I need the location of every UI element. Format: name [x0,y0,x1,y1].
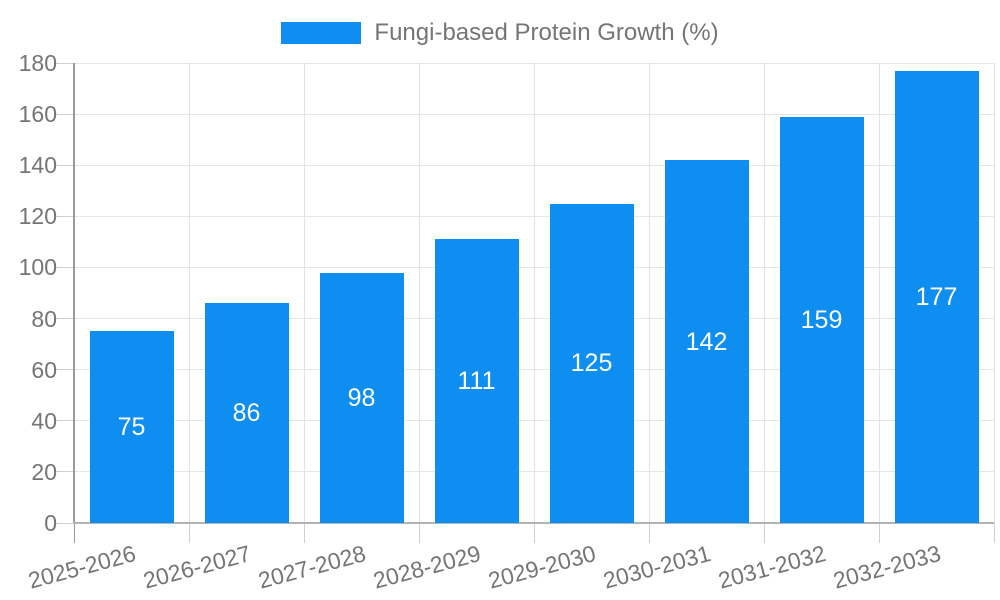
x-tick-label: 2028-2029 [369,540,483,594]
legend-swatch [281,22,362,44]
bar [549,203,634,523]
y-tick-label: 180 [18,50,57,76]
bar [779,116,864,523]
y-tick-label: 120 [18,203,57,230]
v-gridline [878,63,880,523]
bar-value-label: 142 [685,327,728,356]
y-axis-tick [55,420,74,422]
v-gridline [763,63,765,523]
plot-area: 75 86 98 111 125 142 159 177 [55,62,995,543]
y-tick-label: 0 [44,510,57,536]
y-tick-label: 60 [31,356,57,383]
y-axis-tick [55,266,74,268]
x-tick-label: 2026-2027 [139,540,253,594]
bar-value-label: 98 [347,383,376,412]
x-tick-label: 2032-2033 [829,540,943,594]
x-tick-label: 2025-2026 [24,540,138,594]
y-axis-tick [55,215,74,217]
x-axis-tick [533,523,535,543]
y-axis-tick [55,62,74,64]
y-tick-label: 80 [31,305,57,332]
x-axis-line [73,522,994,524]
x-tick-label: 2031-2032 [714,540,828,594]
y-tick-label: 20 [31,458,57,485]
y-tick-label: 160 [18,101,57,128]
bar-value-label: 159 [800,305,843,334]
y-axis-tick [55,522,74,524]
x-axis-tick [763,523,765,543]
x-axis-tick [188,523,190,543]
y-axis-tick [55,369,74,371]
bar-value-label: 125 [570,349,613,378]
legend-label: Fungi-based Protein Growth (%) [374,19,719,46]
bar-value-label: 111 [457,367,496,396]
v-gridline [993,63,995,523]
x-axis-tick [878,523,880,543]
y-tick-label: 40 [31,407,57,434]
x-tick-label: 2027-2028 [254,540,368,594]
bar [664,160,749,523]
bar [319,272,404,523]
y-tick-label: 100 [18,254,57,281]
bar [89,331,174,523]
y-axis-tick [55,471,74,473]
v-gridline [303,63,305,523]
y-axis-tick [55,113,74,115]
x-axis-tick [648,523,650,543]
y-axis-tick [55,164,74,166]
y-axis-line [73,63,75,523]
x-axis-tick [418,523,420,543]
v-gridline [648,63,650,523]
x-axis-tick [303,523,305,543]
bar [204,303,289,523]
x-axis-tick [73,523,75,543]
v-gridline [533,63,535,523]
x-tick-label: 2030-2031 [599,540,713,594]
bar-value-label: 177 [915,282,958,311]
bar [894,70,979,523]
bar-value-label: 86 [232,399,261,428]
bar-value-label: 75 [117,413,146,442]
v-gridline [418,63,420,523]
y-axis-tick [55,318,74,320]
y-tick-label: 140 [18,152,57,179]
x-axis-tick [993,523,995,543]
v-gridline [188,63,190,523]
bar [434,239,519,523]
x-tick-label: 2029-2030 [484,540,598,594]
chart-legend: Fungi-based Protein Growth (%) [0,19,1000,47]
